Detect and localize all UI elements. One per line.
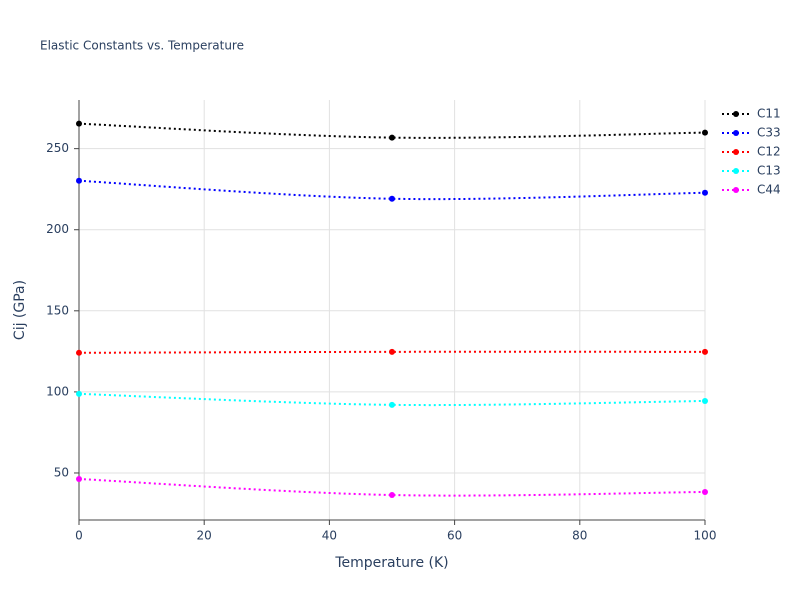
x-tick-label: 100: [694, 529, 717, 543]
x-tick-label: 0: [75, 529, 83, 543]
series-line: [78, 350, 706, 354]
legend-label: C13: [757, 164, 781, 178]
data-point: [76, 390, 82, 397]
series-line: [78, 122, 706, 139]
legend-marker: [733, 111, 739, 117]
y-tick-label: 50: [54, 465, 69, 479]
data-point: [76, 120, 82, 127]
series-line: [78, 477, 706, 497]
legend-marker: [733, 149, 739, 155]
y-tick-label: 250: [46, 141, 69, 155]
x-tick-label: 60: [447, 529, 462, 543]
data-point: [76, 349, 82, 356]
x-tick-label: 80: [572, 529, 587, 543]
data-point: [389, 195, 395, 202]
data-point: [702, 348, 708, 355]
y-tick-label: 100: [46, 384, 69, 398]
series-line: [78, 179, 706, 201]
data-point: [702, 397, 708, 404]
legend-marker: [733, 130, 739, 136]
data-point: [389, 134, 395, 141]
chart-title: Elastic Constants vs. Temperature: [40, 39, 244, 53]
data-point: [76, 475, 82, 482]
data-point: [389, 348, 395, 355]
x-axis-title: Temperature (K): [334, 555, 448, 571]
y-axis-title: Cij (GPa): [12, 280, 28, 340]
legend-label: C44: [757, 183, 781, 197]
x-tick-label: 40: [322, 529, 337, 543]
data-point: [702, 488, 708, 495]
data-point: [76, 177, 82, 184]
legend-label: C11: [757, 107, 781, 121]
data-point: [702, 189, 708, 196]
legend-label: C12: [757, 145, 781, 159]
y-tick-label: 200: [46, 222, 69, 236]
data-point: [389, 401, 395, 408]
data-point: [389, 492, 395, 499]
series-line: [78, 392, 706, 407]
legend-label: C33: [757, 126, 781, 140]
legend-marker: [733, 187, 739, 193]
x-tick-label: 20: [197, 529, 212, 543]
data-point: [702, 129, 708, 136]
legend-marker: [733, 168, 739, 174]
y-tick-label: 150: [46, 303, 69, 317]
